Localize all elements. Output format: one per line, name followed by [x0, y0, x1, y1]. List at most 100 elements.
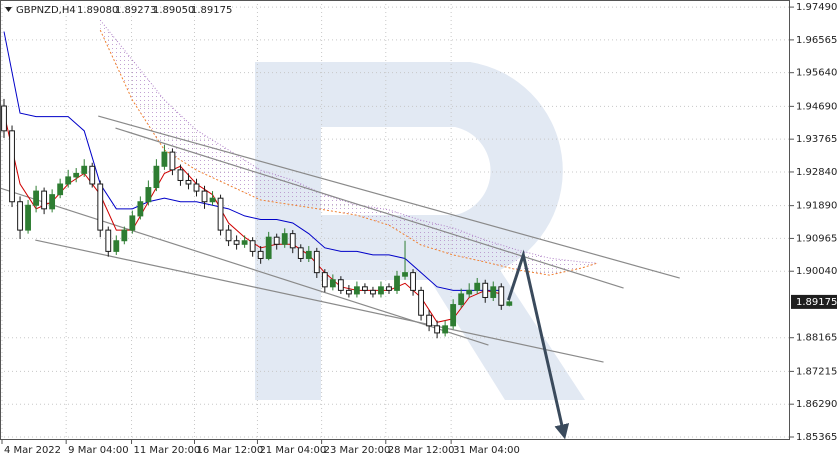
last-price-label: 1.89175 — [796, 297, 837, 308]
candle-body — [225, 229, 232, 242]
candle-body — [73, 172, 80, 178]
candle-body — [25, 204, 31, 231]
candle-body — [378, 286, 384, 295]
y-tick-label: 1.93765 — [796, 134, 837, 145]
candle-body — [201, 190, 208, 203]
candle-body — [121, 229, 128, 242]
candle-body — [193, 183, 200, 192]
y-tick-label: 1.86290 — [796, 399, 837, 410]
candle-body — [458, 293, 465, 306]
candle-body — [418, 289, 424, 316]
kijun-line — [3, 31, 502, 291]
candle-body — [482, 282, 489, 298]
plot — [0, 19, 680, 440]
y-tick-label: 1.92840 — [796, 167, 837, 178]
x-tick-label: 4 Mar 2022 — [4, 445, 61, 456]
candle-body — [281, 233, 288, 245]
candle-body — [265, 236, 272, 259]
candle-body — [434, 325, 441, 334]
x-tick-label: 11 Mar 20:00 — [134, 445, 201, 456]
candle-body — [257, 250, 264, 259]
candle-body — [506, 301, 513, 306]
candle-body — [450, 304, 457, 327]
candle-body — [145, 187, 152, 203]
candle-body — [410, 272, 416, 291]
candle-body — [498, 286, 505, 306]
x-tick-label: 31 Mar 04:00 — [453, 445, 520, 456]
plot-border — [0, 0, 790, 440]
candle-body — [113, 240, 120, 252]
y-tick-label: 1.87215 — [796, 366, 837, 377]
candle-body — [442, 325, 449, 334]
candle-body — [161, 151, 168, 167]
ichimoku-cloud — [100, 20, 598, 276]
menu-icon[interactable] — [5, 7, 12, 12]
candle-body — [386, 286, 392, 291]
candle-body — [297, 247, 304, 259]
senkou-span-a — [99, 29, 598, 276]
candle-body — [57, 183, 64, 196]
y-tick-label: 1.96565 — [796, 35, 837, 46]
candle-body — [345, 289, 352, 295]
candle-body — [137, 201, 144, 217]
candle-body — [185, 179, 192, 185]
senkou-span-b — [99, 19, 598, 264]
candle-body — [289, 233, 296, 249]
candle-body — [329, 279, 336, 288]
last-price-box — [791, 294, 837, 309]
candle-body — [33, 190, 39, 206]
symbol: GBPNZD,H4 — [16, 5, 76, 16]
header: GBPNZD,H4 1.89080 1.89273 1.89050 1.8917… — [5, 5, 232, 16]
ohlc-close: 1.89175 — [191, 5, 232, 16]
trend-line — [115, 127, 624, 289]
candle-body — [337, 279, 344, 291]
trend-line — [98, 115, 680, 279]
candle-body — [177, 169, 184, 181]
y-tick-label: 1.90040 — [796, 266, 837, 277]
candle-body — [9, 130, 15, 203]
candle-body — [129, 215, 136, 231]
candle-body — [17, 201, 23, 231]
candle-body — [81, 165, 88, 174]
candle-body — [273, 236, 280, 245]
candle-body — [209, 197, 216, 203]
candle-body — [402, 272, 408, 277]
candle-body — [153, 165, 160, 189]
candle-body — [321, 272, 328, 288]
x-tick-label: 16 Mar 12:00 — [196, 445, 263, 456]
y-tick-label: 1.88165 — [796, 333, 837, 344]
trend-line — [0, 187, 489, 346]
y-tick-label: 1.91890 — [796, 201, 837, 212]
x-tick-label: 9 Mar 04:00 — [68, 445, 128, 456]
y-tick-label: 1.90965 — [796, 233, 837, 244]
candle-body — [490, 286, 497, 298]
x-tick-label: 21 Mar 04:00 — [259, 445, 326, 456]
trend-line — [35, 239, 604, 363]
candle-body — [249, 240, 256, 252]
ohlc-low: 1.89050 — [153, 5, 194, 16]
ohlc-high: 1.89273 — [115, 5, 156, 16]
candle-body — [217, 197, 224, 231]
candle-body — [305, 250, 312, 259]
forecast-arrow — [507, 249, 570, 440]
candle-body — [65, 176, 72, 185]
candle-body — [426, 314, 432, 327]
candle-body — [89, 165, 96, 185]
candle-body — [169, 151, 176, 171]
y-tick-label: 1.85365 — [796, 432, 837, 443]
y-tick-label: 1.97490 — [796, 2, 837, 13]
candle-body — [394, 275, 400, 291]
candle-body — [241, 240, 248, 245]
candle-body — [233, 240, 240, 245]
ohlc-open: 1.89080 — [77, 5, 118, 16]
x-tick-label: 28 Mar 12:00 — [388, 445, 455, 456]
candle-body — [49, 194, 56, 210]
candle-body — [474, 282, 481, 291]
candle-body — [362, 286, 368, 291]
y-tick-label: 1.94690 — [796, 101, 837, 112]
candle-body — [353, 286, 360, 295]
candle-body — [97, 183, 104, 231]
candle-body — [41, 190, 48, 210]
